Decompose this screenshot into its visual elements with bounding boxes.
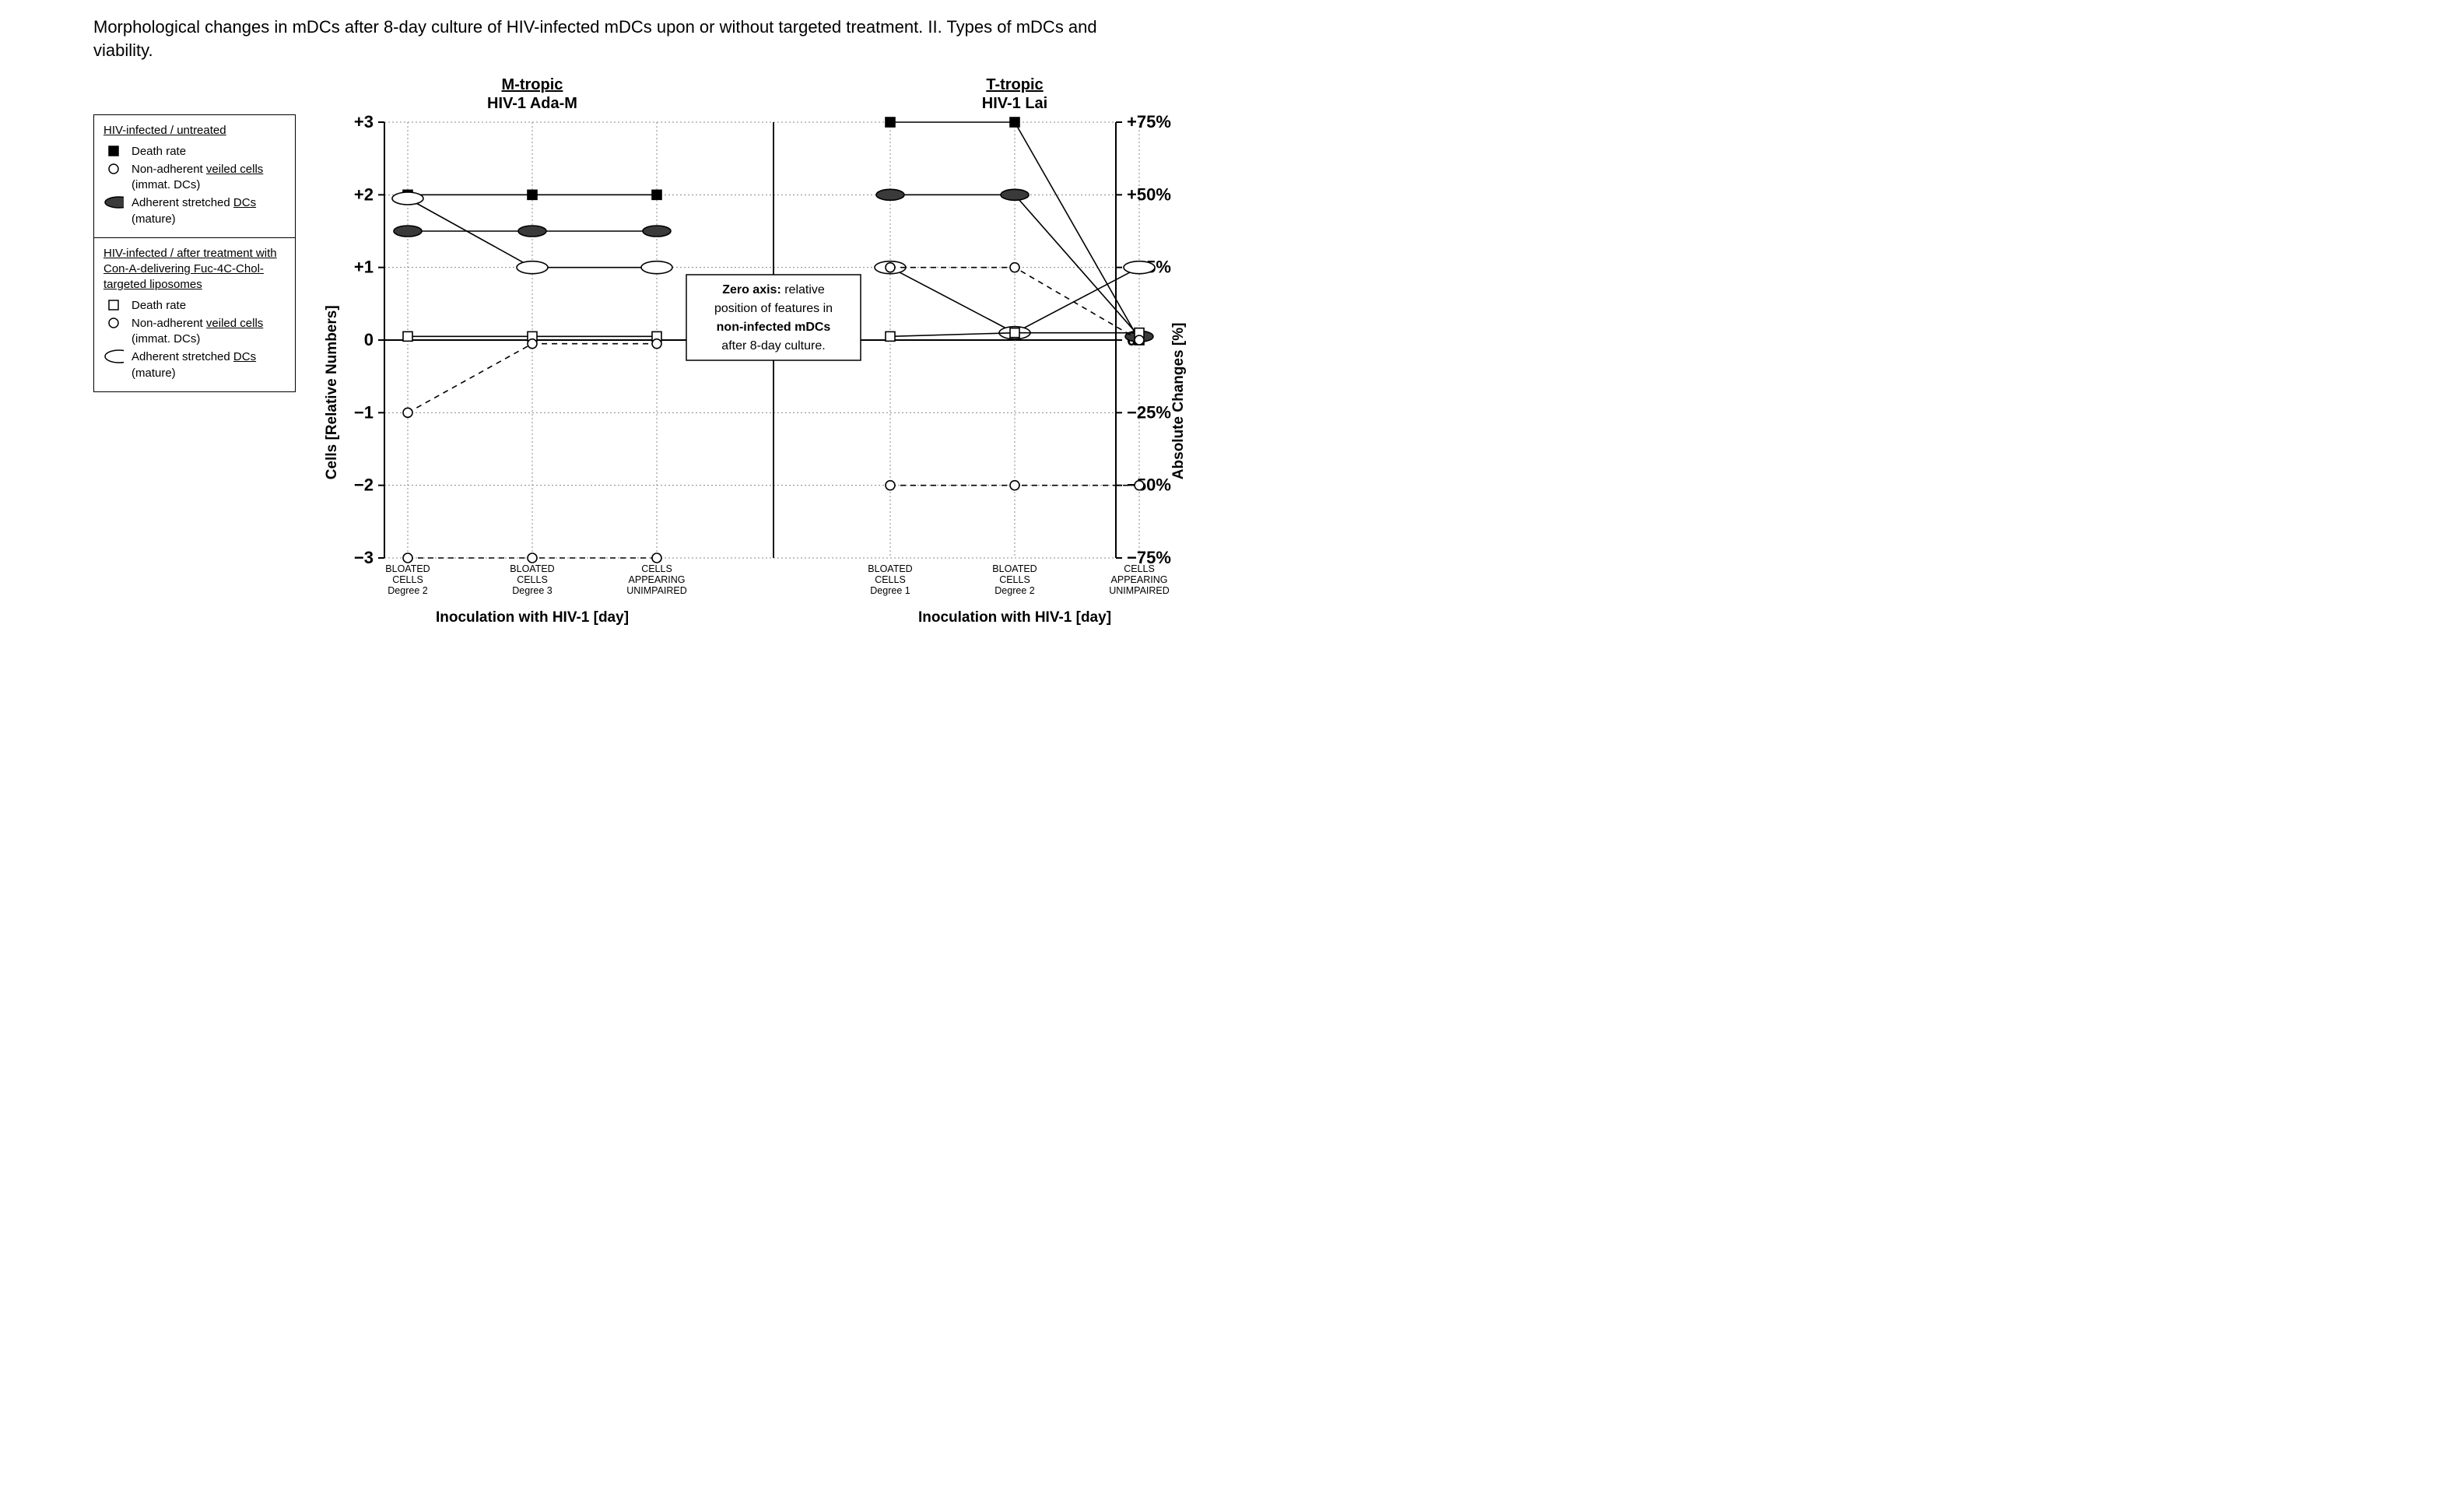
svg-text:CELLS: CELLS (875, 574, 906, 585)
svg-text:BLOATED: BLOATED (868, 563, 912, 574)
series-line (890, 268, 1139, 333)
svg-text:Inoculation with HIV-1 [day]: Inoculation with HIV-1 [day] (918, 609, 1111, 626)
ell-open-icon (103, 349, 124, 363)
svg-text:−25%: −25% (1127, 403, 1171, 423)
legend-item: Adherent stretched DCs (mature) (103, 349, 286, 381)
svg-text:Cells [Relative Numbers]: Cells [Relative Numbers] (324, 306, 340, 480)
legend-item-label: Death rate (132, 298, 186, 314)
svg-text:CELLS: CELLS (517, 574, 548, 585)
legend-group-untreated: HIV-infected / untreated Death rate Non-a… (94, 115, 295, 237)
zero-axis-note: Zero axis: relative (722, 283, 825, 296)
svg-text:UNIMPAIRED: UNIMPAIRED (626, 585, 687, 596)
chart-svg: −3−2−10+1+2+3−75%−50%−25%0+25%+50%+75%Ce… (314, 68, 1186, 667)
svg-text:UNIMPAIRED: UNIMPAIRED (1109, 585, 1170, 596)
chart-area: −3−2−10+1+2+3−75%−50%−25%0+25%+50%+75%Ce… (314, 68, 2414, 667)
legend-item: Non-adherent veiled cells (immat. DCs) (103, 316, 286, 348)
svg-text:−3: −3 (354, 548, 374, 567)
legend-group2-title: HIV-infected / after treatment with Con-… (103, 246, 286, 293)
circ-open-icon (103, 316, 124, 330)
panel-subtitle: HIV-1 Lai (982, 95, 1047, 112)
svg-text:+1: +1 (354, 258, 374, 277)
svg-text:−1: −1 (354, 403, 374, 423)
svg-text:BLOATED: BLOATED (385, 563, 430, 574)
panel-title: T-tropic (986, 76, 1043, 93)
legend-box: HIV-infected / untreated Death rate Non-a… (93, 114, 296, 392)
legend-item: Non-adherent veiled cells (immat. DCs) (103, 162, 286, 194)
zero-axis-note: after 8-day culture. (721, 339, 825, 353)
svg-text:Degree 2: Degree 2 (994, 585, 1034, 596)
svg-text:CELLS: CELLS (999, 574, 1030, 585)
svg-text:+3: +3 (354, 112, 374, 132)
svg-text:APPEARING: APPEARING (629, 574, 686, 585)
zero-axis-note: non-infected mDCs (717, 321, 831, 334)
svg-text:Absolute Changes [%]: Absolute Changes [%] (1170, 323, 1186, 480)
figure-caption: Morphological changes in mDCs after 8-da… (93, 16, 1105, 61)
svg-text:Degree 2: Degree 2 (388, 585, 427, 596)
svg-text:Degree 1: Degree 1 (870, 585, 910, 596)
svg-text:+2: +2 (354, 185, 374, 205)
ell-fill-icon (103, 195, 124, 209)
svg-text:CELLS: CELLS (641, 563, 672, 574)
svg-text:BLOATED: BLOATED (992, 563, 1037, 574)
svg-text:0: 0 (364, 330, 374, 349)
svg-text:+75%: +75% (1127, 112, 1171, 132)
svg-text:APPEARING: APPEARING (1111, 574, 1168, 585)
legend-group-treated: HIV-infected / after treatment with Con-… (94, 237, 295, 391)
legend-item-label: Death rate (132, 144, 186, 160)
svg-text:Inoculation with HIV-1 [day]: Inoculation with HIV-1 [day] (436, 609, 629, 626)
legend-item: Adherent stretched DCs (mature) (103, 195, 286, 227)
sq-open-icon (103, 298, 124, 312)
panel-subtitle: HIV-1 Ada-M (487, 95, 577, 112)
circ-open-icon (103, 162, 124, 176)
svg-text:CELLS: CELLS (392, 574, 423, 585)
legend-item: Death rate (103, 144, 286, 160)
zero-axis-note: position of features in (714, 302, 833, 315)
sq-fill-icon (103, 144, 124, 158)
svg-text:−2: −2 (354, 475, 374, 495)
svg-text:BLOATED: BLOATED (510, 563, 554, 574)
legend-item-label: Adherent stretched DCs (mature) (132, 349, 286, 381)
legend-item-label: Non-adherent veiled cells (immat. DCs) (132, 316, 286, 348)
svg-text:CELLS: CELLS (1124, 563, 1155, 574)
panel-title: M-tropic (502, 76, 563, 93)
legend-item-label: Adherent stretched DCs (mature) (132, 195, 286, 227)
legend-item: Death rate (103, 298, 286, 314)
legend-group1-title: HIV-infected / untreated (103, 123, 286, 139)
legend-item-label: Non-adherent veiled cells (immat. DCs) (132, 162, 286, 194)
svg-text:Degree 3: Degree 3 (512, 585, 552, 596)
svg-text:+50%: +50% (1127, 185, 1171, 205)
